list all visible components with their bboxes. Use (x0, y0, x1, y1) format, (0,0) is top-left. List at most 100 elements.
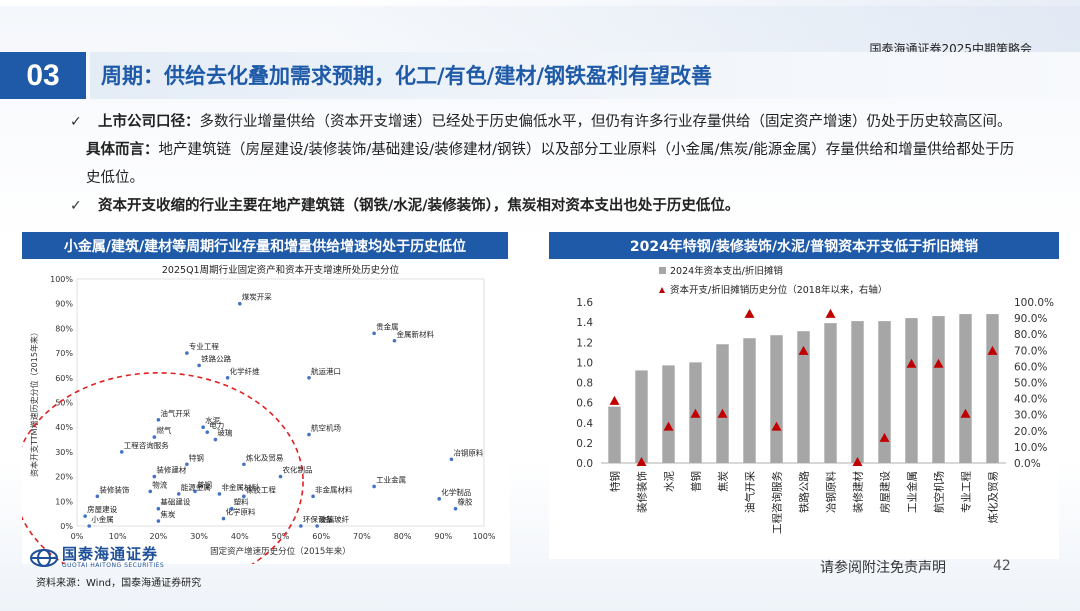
scatter-point (221, 516, 226, 521)
point-label: 航空机场 (311, 423, 341, 433)
point-label: 非金属材料 (221, 482, 259, 492)
y2-tick-label: 30.0% (1014, 410, 1047, 422)
x-category-label: 铁路公路 (798, 471, 811, 513)
y-tick-label: 20% (55, 473, 73, 482)
x-category-label: 普钢 (690, 471, 703, 492)
point-label: 工程咨询服务 (124, 440, 169, 450)
x-tick-label: 0% (71, 532, 84, 541)
marker-triangle (906, 358, 917, 368)
point-label: 能源金属 (181, 482, 211, 492)
x-category-label: 油气开采 (744, 471, 757, 513)
x-category-label: 水泥 (663, 471, 676, 492)
scatter-point (152, 474, 157, 479)
y-tick-label: 0% (60, 522, 73, 531)
plot-area (76, 278, 485, 527)
marker-triangle (609, 395, 620, 405)
bar (635, 370, 648, 463)
bar (662, 365, 675, 463)
y2-tick-label: 60.0% (1014, 361, 1047, 373)
point-label: 电力 (209, 420, 224, 430)
bar (878, 321, 891, 463)
x-tick-label: 20% (150, 532, 168, 541)
scatter-point (315, 524, 319, 528)
scatter-point (225, 376, 230, 380)
logo-en: GUOTAI HAITONG SECURITIES (62, 562, 165, 569)
point-label: 冶钢原料 (453, 447, 483, 457)
point-label: 特钢 (189, 452, 204, 462)
y-tick-label: 10% (55, 497, 73, 506)
scatter-point (213, 437, 218, 442)
point-label: 水泥 (205, 415, 220, 425)
point-label: 工业金属 (376, 474, 406, 484)
point-label: 普钢 (197, 479, 212, 489)
y2-tick-label: 20.0% (1014, 426, 1047, 438)
marker-triangle (798, 345, 809, 355)
point-label: 橡胶 (458, 497, 473, 507)
marker-triangle (744, 308, 755, 318)
scatter-point (185, 462, 189, 467)
scatter-background (22, 259, 510, 564)
scatter-point (119, 450, 124, 454)
bar (986, 314, 999, 463)
point-label: 焦炭 (160, 509, 175, 519)
y-tick-label: 100% (50, 275, 73, 284)
point-label: 金属新材料 (396, 329, 434, 339)
page-number: 42 (993, 558, 1011, 574)
point-label: 物流 (152, 479, 167, 489)
x-category-label: 装修建材 (852, 471, 865, 513)
x-category-label: 装修装饰 (636, 471, 649, 513)
scatter-point (372, 331, 376, 336)
check-icon: ✓ (70, 198, 82, 214)
x-category-label: 工业金属 (906, 471, 919, 513)
y-tick-label: 1.0 (576, 357, 593, 369)
scatter-point (217, 492, 222, 496)
scatter-point (238, 301, 242, 306)
y2-tick-label: 90.0% (1014, 313, 1047, 325)
scatter-point (307, 432, 311, 437)
bullet-list: ✓ 上市公司口径：多数行业增量供给（资本开支增速）已经处于历史偏低水平，但仍有许… (70, 108, 1020, 220)
point-label: 环保设备 (303, 514, 333, 524)
point-label: 玻璃玻纤 (319, 514, 349, 524)
marker-triangle (987, 345, 998, 355)
disclaimer: 请参阅附注免责声明 (820, 560, 946, 576)
point-label: 装修装饰 (99, 484, 129, 494)
scatter-point (201, 425, 205, 429)
scatter-point (185, 351, 189, 355)
x-category-label: 房屋建设 (879, 471, 892, 513)
x-tick-label: 40% (231, 532, 249, 541)
scatter-point (156, 417, 161, 422)
marker-triangle (933, 358, 944, 368)
bullet-1-text1: 多数行业增量供给（资本开支增速）已经处于历史偏低水平，但仍有许多行业存量供给（固… (199, 114, 1012, 130)
y-tick-label: 0.6 (576, 398, 593, 410)
y-tick-label: 0.0 (576, 458, 593, 470)
marker-triangle (852, 457, 863, 466)
point-label: 非金属材料 (315, 484, 353, 494)
point-label: 基础建设 (160, 497, 190, 507)
point-label: 化学制品 (441, 487, 471, 497)
y-tick-label: 90% (55, 300, 73, 309)
top-border (0, 0, 1080, 6)
scatter-point (311, 494, 315, 499)
y-tick-label: 30% (55, 448, 73, 457)
y2-tick-label: 100.0% (1014, 297, 1054, 309)
bullet-2: ✓ 资本开支收缩的行业主要在地产建筑链（钢铁/水泥/装修装饰），焦炭相对资本支出… (70, 192, 1020, 220)
logo-cn: 国泰海通证券 (62, 545, 159, 563)
y-tick-label: 50% (55, 399, 73, 408)
x-tick-label: 80% (394, 532, 412, 541)
point-label: 房屋建设 (87, 504, 117, 514)
bar (608, 406, 621, 463)
point-label: 橡胶工程 (246, 484, 276, 494)
y2-tick-label: 0.0% (1014, 458, 1041, 470)
point-label: 化学原料 (226, 507, 256, 517)
point-label: 燃气 (156, 425, 171, 435)
point-label: 炼化及贸易 (246, 452, 284, 462)
legend-bar-label: 2024年资本支出/折旧摊销 (670, 265, 783, 277)
scatter-point (242, 462, 246, 467)
y2-tick-label: 80.0% (1014, 329, 1047, 341)
marker-triangle (717, 408, 728, 418)
marker-triangle (663, 421, 674, 431)
y-tick-label: 0.2 (576, 438, 593, 450)
point-label: 农化制品 (283, 465, 313, 475)
bullet-1-text2: 地产建筑链（房屋建设/装修装饰/基础建设/装修建材/钢铁）以及部分工业原料（小金… (86, 142, 1015, 186)
point-label: 油气开采 (160, 408, 190, 418)
